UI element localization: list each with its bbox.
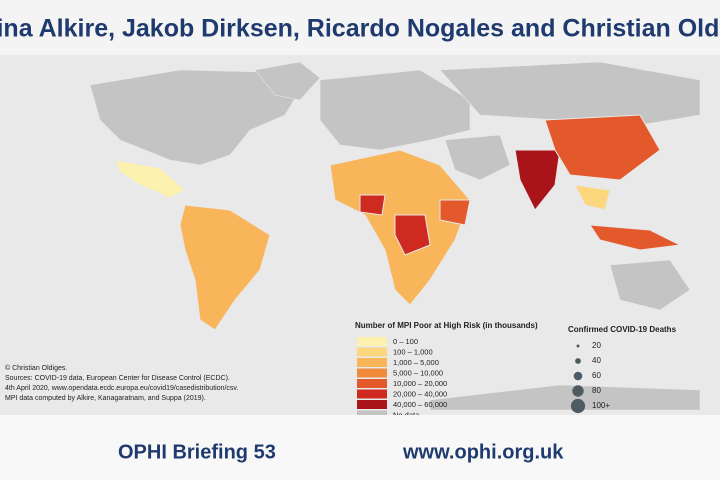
greenland — [254, 61, 321, 101]
legend-label: 20 — [592, 341, 601, 350]
south-america — [179, 204, 271, 331]
legend-swatch — [357, 347, 387, 357]
notes: © Christian Oldiges. Sources: COVID-19 da… — [5, 364, 238, 402]
china — [544, 114, 661, 181]
legend-label: 100+ — [592, 401, 610, 410]
southeast-asia — [574, 184, 611, 211]
legend-bubble — [575, 358, 581, 364]
note-line: © Christian Oldiges. — [5, 364, 67, 372]
note-line: MPI data computed by Alkire, Kanagaratna… — [5, 395, 206, 402]
legend-label: 10,000 – 20,000 — [393, 379, 447, 388]
legend-bubble — [570, 398, 586, 414]
world-map — [89, 61, 701, 411]
india — [514, 149, 561, 211]
australia — [609, 259, 691, 311]
antarctica — [429, 384, 701, 411]
legend-label: 0 – 100 — [393, 337, 418, 346]
legend-swatch — [357, 379, 387, 388]
footer-right: www.ophi.org.uk — [402, 441, 564, 463]
legend-swatch — [357, 368, 387, 378]
legend-swatch — [357, 389, 387, 399]
legend-bubble — [572, 385, 584, 397]
middle-east — [444, 134, 511, 181]
indonesia — [589, 224, 682, 251]
legend-swatch — [357, 337, 387, 346]
legend-swatch — [357, 400, 387, 409]
note-line: Sources: COVID-19 data, European Center … — [5, 375, 230, 382]
legend-bubble — [576, 344, 580, 348]
deaths-legend-title: Confirmed COVID-19 Deaths — [568, 325, 677, 334]
east-africa — [439, 199, 471, 226]
legend-label: 60 — [592, 371, 601, 380]
legend-label: 80 — [592, 386, 601, 395]
authors: Sabina Alkire, Jakob Dirksen, Ricardo No… — [0, 15, 720, 43]
legend-label: 20,000 – 40,000 — [393, 389, 447, 398]
legend-label: 100 – 1,000 — [393, 347, 433, 356]
legend-swatch — [357, 358, 387, 367]
legend-label: 40 — [592, 356, 601, 365]
legend-label: 40,000 – 60,000 — [393, 400, 447, 409]
europe — [319, 69, 471, 151]
footer-band — [0, 415, 720, 480]
legend-label: No data — [393, 410, 420, 419]
legend-bubble — [573, 371, 583, 381]
note-line: 4th April 2020, www.opendata.ecdc.europa… — [5, 385, 238, 392]
legend-label: 1,000 – 5,000 — [393, 358, 439, 367]
footer-left: OPHI Briefing 53 — [118, 441, 276, 463]
deaths-legend: 20 40 60 80 100+ — [570, 341, 610, 414]
central-africa — [394, 214, 431, 256]
mexico-region — [114, 159, 186, 199]
west-africa — [359, 194, 386, 216]
legend-label: 5,000 – 10,000 — [393, 368, 443, 377]
mpi-legend-title: Number of MPI Poor at High Risk (in thou… — [355, 321, 538, 330]
russia — [439, 61, 701, 126]
